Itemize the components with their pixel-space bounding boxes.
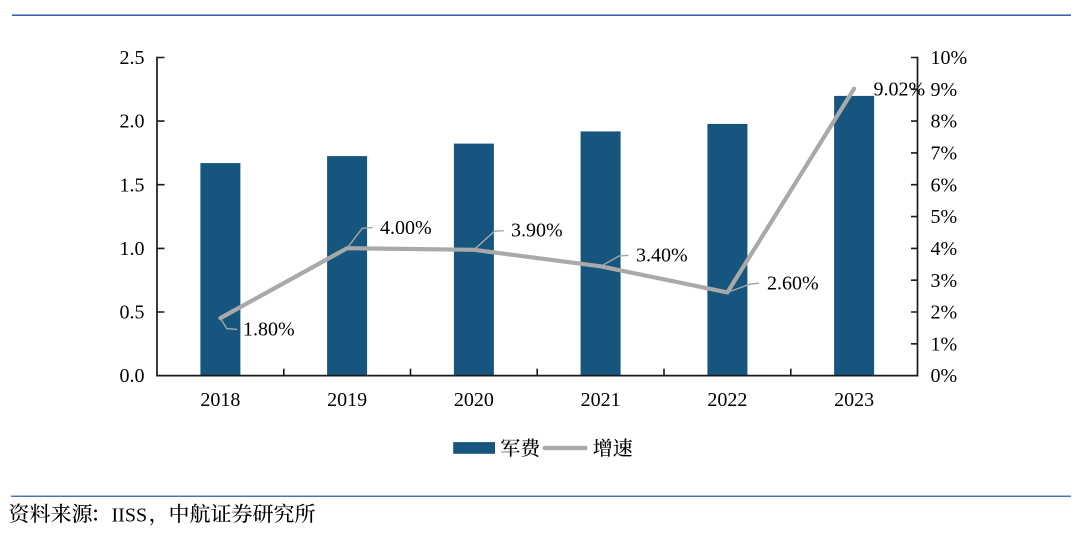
svg-text:2018: 2018	[200, 389, 240, 411]
svg-text:9%: 9%	[931, 79, 958, 101]
svg-text:0.5: 0.5	[120, 302, 145, 324]
svg-text:2022: 2022	[707, 389, 747, 411]
svg-text:0.0: 0.0	[120, 365, 145, 387]
svg-text:4%: 4%	[931, 238, 958, 260]
svg-text:2.60%: 2.60%	[767, 273, 819, 295]
svg-text:7%: 7%	[931, 143, 958, 165]
svg-text:3.40%: 3.40%	[636, 245, 688, 267]
svg-text:2.0: 2.0	[120, 111, 145, 133]
svg-text:1.5: 1.5	[120, 174, 145, 196]
svg-text:2020: 2020	[454, 389, 494, 411]
svg-text:1.80%: 1.80%	[243, 318, 295, 340]
svg-text:1.0: 1.0	[120, 238, 145, 260]
svg-text:2021: 2021	[581, 389, 621, 411]
svg-text:1%: 1%	[931, 333, 958, 355]
svg-text:0%: 0%	[931, 365, 958, 387]
svg-text:2.5: 2.5	[120, 47, 145, 69]
svg-text:6%: 6%	[931, 174, 958, 196]
svg-text:IISS: IISS	[112, 505, 148, 527]
svg-text:9.02%: 9.02%	[874, 79, 926, 101]
svg-text:4.00%: 4.00%	[380, 217, 432, 239]
svg-text:3%: 3%	[931, 270, 958, 292]
svg-text:2%: 2%	[931, 302, 958, 324]
svg-text:2023: 2023	[834, 389, 874, 411]
svg-text:8%: 8%	[931, 111, 958, 133]
svg-text:3.90%: 3.90%	[511, 220, 563, 242]
svg-text:2019: 2019	[327, 389, 367, 411]
svg-text:5%: 5%	[931, 206, 958, 228]
svg-text:10%: 10%	[931, 47, 968, 69]
